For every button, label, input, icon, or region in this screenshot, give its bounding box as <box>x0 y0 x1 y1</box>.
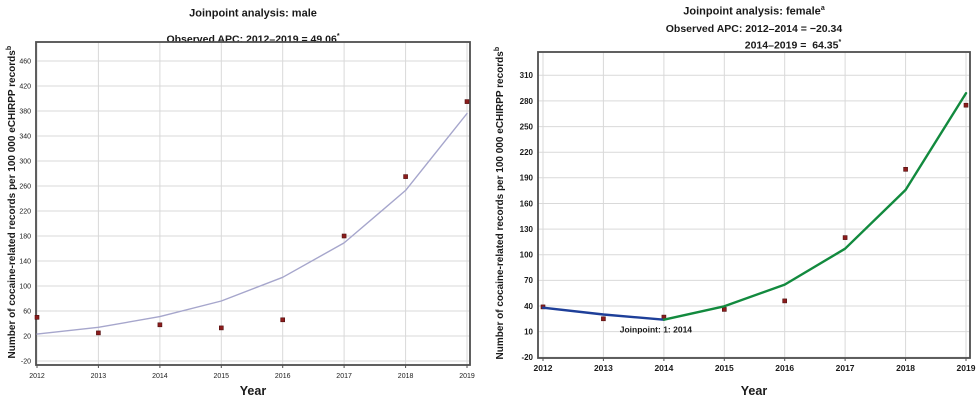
joinpoint-annotation: Joinpoint: 1: 2014 <box>620 325 693 335</box>
x-tick-label: 2015 <box>715 363 734 373</box>
y-tick-label: 190 <box>520 174 534 183</box>
data-point <box>601 316 606 322</box>
x-tick-label: 2019 <box>459 373 475 380</box>
y-tick-label: 180 <box>19 234 31 241</box>
panel-female: Joinpoint analysis: femalea Observed APC… <box>490 0 980 407</box>
y-tick-label: 130 <box>520 225 534 234</box>
data-point <box>722 307 727 312</box>
y-tick-label: 160 <box>520 199 534 208</box>
x-tick-label: 2014 <box>654 363 673 373</box>
y-tick-label: 300 <box>19 159 31 166</box>
y-tick-label: 60 <box>23 309 31 316</box>
series-line <box>541 306 666 321</box>
data-point <box>34 314 40 320</box>
y-tick-label: 280 <box>520 97 534 106</box>
data-point <box>157 322 163 328</box>
x-tick-label: 2017 <box>336 373 352 380</box>
x-tick-labels: 2012 2013 2014 2015 2016 2017 2018 2019 <box>29 373 475 380</box>
gridlines <box>36 42 470 365</box>
x-tick-label: 2019 <box>957 363 976 373</box>
y-tick-label: 310 <box>520 71 534 80</box>
y-tick-label: 340 <box>19 134 31 141</box>
male-chart-subtitle-sup: * <box>336 32 340 40</box>
x-tick-label: 2016 <box>775 363 794 373</box>
y-tick-label: 70 <box>524 276 533 285</box>
female-subtitle-line1: Observed APC: 2012–2014 = −20.34 <box>666 23 842 36</box>
y-tick-label: 140 <box>19 259 31 266</box>
y-tick-label: 40 <box>524 302 533 311</box>
female-chart-title: Joinpoint analysis: femalea <box>538 2 970 19</box>
data-point <box>842 235 848 240</box>
y-tick-label: 20 <box>23 334 31 341</box>
male-chart-title-text: Joinpoint analysis: male <box>189 7 317 20</box>
x-tick-label: 2012 <box>29 373 45 380</box>
y-tick-label: 420 <box>19 84 31 91</box>
female-subtitle-line2-text: 2014–2019 = 64.35 <box>744 39 839 52</box>
female-chart-subtitle: Observed APC: 2012–2014 = −20.34 2014–20… <box>538 23 970 53</box>
x-tick-label: 2018 <box>398 373 414 380</box>
plot-frame <box>537 51 971 359</box>
series-line <box>36 112 468 335</box>
data-point <box>464 99 470 104</box>
female-chart-title-sup: a <box>820 5 825 12</box>
female-chart-title-text: Joinpoint analysis: female <box>683 5 821 18</box>
y-tick-label: 260 <box>19 184 31 191</box>
x-tick-label: 2015 <box>214 373 230 380</box>
series-points <box>34 99 470 336</box>
x-tick-label: 2017 <box>836 363 855 373</box>
x-tick-marks <box>542 358 967 361</box>
female-subtitle-lines: Observed APC: 2012–2014 = −20.34 2014–20… <box>666 23 842 53</box>
female-x-axis-label: Year <box>740 384 768 398</box>
data-point <box>341 233 347 239</box>
series-line <box>662 91 968 321</box>
data-point <box>219 325 224 331</box>
y-tick-label: 460 <box>19 59 31 66</box>
x-tick-labels: 2012 2013 2014 2015 2016 2017 2018 2019 <box>534 363 976 373</box>
y-tick-label: 220 <box>19 209 31 216</box>
y-tick-label: 100 <box>19 284 31 291</box>
panel-male: Joinpoint analysis: male Observed APC: 2… <box>6 4 475 398</box>
male-chart-title: Joinpoint analysis: male <box>36 4 470 21</box>
y-tick-label: -20 <box>21 359 31 366</box>
x-tick-label: 2018 <box>896 363 915 373</box>
data-point <box>782 298 788 304</box>
y-tick-labels: -20 10 40 70 100 130 160 190 220 250 280 310 <box>520 71 534 362</box>
female-subtitle-line2: 2014–2019 = 64.35* <box>745 36 842 53</box>
female-title-block: Joinpoint analysis: femalea Observed APC… <box>538 2 970 52</box>
y-tick-label: 380 <box>19 109 31 116</box>
data-point <box>963 102 969 108</box>
y-tick-label: 220 <box>520 148 534 157</box>
male-x-axis-label: Year <box>239 384 267 398</box>
data-point <box>403 174 408 179</box>
data-point <box>280 317 286 323</box>
gridlines <box>538 52 970 358</box>
y-tick-label: 100 <box>520 251 534 260</box>
plot-frame <box>35 41 471 366</box>
x-tick-label: 2013 <box>594 363 613 373</box>
y-tick-label: 250 <box>520 122 534 131</box>
male-plot: -20 20 60 100 140 180 220 260 300 340 380 420 460 201… <box>19 41 475 380</box>
female-subtitle-line2-sup: * <box>838 38 842 46</box>
y-tick-label: 10 <box>524 328 533 337</box>
data-point <box>96 330 101 336</box>
x-tick-label: 2014 <box>152 373 168 380</box>
series-points <box>540 102 969 322</box>
y-tick-labels: -20 20 60 100 140 180 220 260 300 340 380 420 460 <box>19 59 31 366</box>
x-tick-label: 2013 <box>91 373 107 380</box>
y-tick-label: -20 <box>521 353 533 362</box>
x-tick-label: 2012 <box>534 363 553 373</box>
x-tick-marks <box>36 365 468 368</box>
x-tick-label: 2016 <box>275 373 291 380</box>
female-subtitle-line1-text: Observed APC: 2012–2014 = −20.34 <box>665 22 843 35</box>
data-point <box>903 167 908 172</box>
